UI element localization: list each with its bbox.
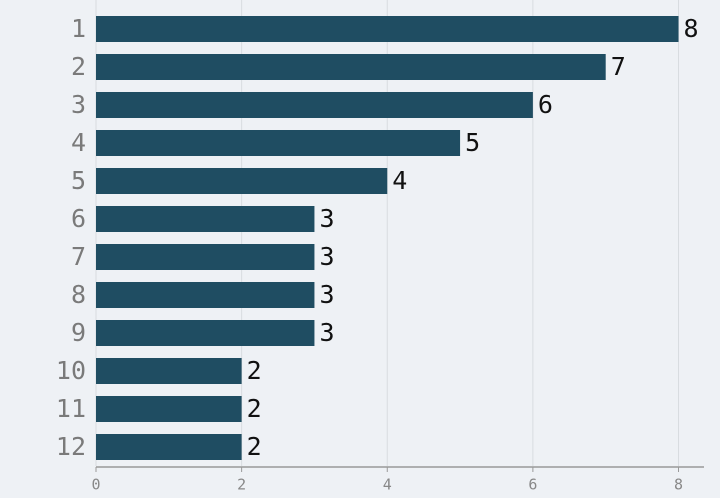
x-tick-label: 6 <box>528 476 537 494</box>
y-tick-label: 5 <box>71 166 86 195</box>
bar <box>96 282 315 308</box>
bar <box>96 16 679 42</box>
value-label: 4 <box>392 166 407 195</box>
y-tick-label: 11 <box>56 394 86 423</box>
x-tick-label: 2 <box>237 476 246 494</box>
value-label: 3 <box>319 280 334 309</box>
bar <box>96 396 242 422</box>
value-label: 2 <box>247 356 262 385</box>
value-label: 2 <box>247 394 262 423</box>
bar <box>96 130 461 156</box>
x-tick-label: 4 <box>383 476 392 494</box>
y-tick-label: 1 <box>71 14 86 43</box>
x-tick-label: 8 <box>674 476 683 494</box>
y-tick-label: 7 <box>71 242 86 271</box>
y-tick-label: 3 <box>71 90 86 119</box>
y-tick-label: 9 <box>71 318 86 347</box>
value-label: 5 <box>465 128 480 157</box>
y-tick-label: 12 <box>56 432 86 461</box>
y-tick-label: 4 <box>71 128 86 157</box>
y-tick-label: 2 <box>71 52 86 81</box>
y-tick-label: 8 <box>71 280 86 309</box>
bar <box>96 92 533 118</box>
bar <box>96 54 606 80</box>
value-label: 2 <box>247 432 262 461</box>
bar <box>96 244 315 270</box>
value-label: 3 <box>319 242 334 271</box>
bar <box>96 320 315 346</box>
bar <box>96 434 242 460</box>
value-label: 6 <box>538 90 553 119</box>
y-tick-label: 6 <box>71 204 86 233</box>
y-tick-label: 10 <box>56 356 86 385</box>
value-label: 8 <box>684 14 699 43</box>
x-tick-label: 0 <box>91 476 100 494</box>
value-label: 3 <box>319 204 334 233</box>
bar <box>96 358 242 384</box>
value-label: 7 <box>611 52 626 81</box>
bar <box>96 206 315 232</box>
value-label: 3 <box>319 318 334 347</box>
bar <box>96 168 388 194</box>
